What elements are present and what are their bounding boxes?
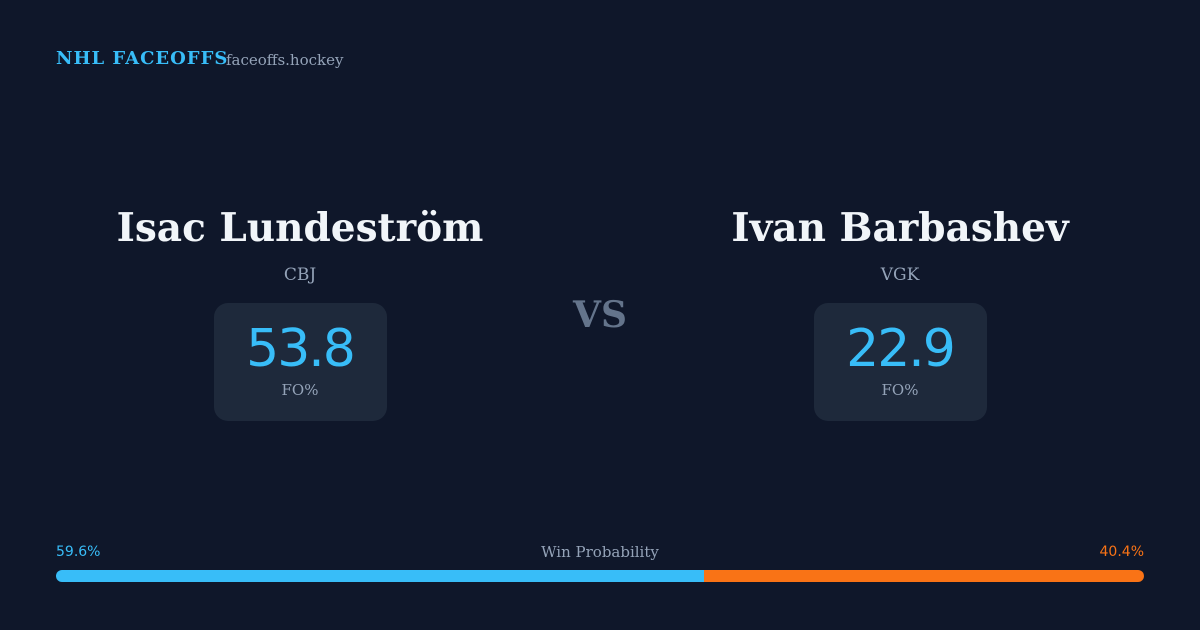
- player-name: Isac Lundeström: [116, 205, 484, 251]
- player-team: CBJ: [283, 265, 317, 285]
- fo-label: FO%: [281, 381, 319, 399]
- fo-pct: 22.9: [846, 319, 956, 379]
- win-left-label: 59.6%: [56, 544, 101, 560]
- player-left: Isac Lundeström CBJ 53.8 FO%: [0, 205, 600, 421]
- player-right: Ivan Barbashev VGK 22.9 FO%: [600, 205, 1200, 421]
- fo-pct: 53.8: [246, 319, 356, 379]
- stat-card: 22.9 FO%: [813, 303, 987, 421]
- win-bar-right: [704, 570, 1144, 582]
- site-name: faceoffs.hockey: [226, 51, 344, 69]
- win-bar: [56, 570, 1144, 582]
- player-team: VGK: [880, 265, 920, 285]
- brand-title: NHL FACEOFFS: [56, 48, 229, 69]
- vs-label: VS: [573, 294, 627, 336]
- fo-label: FO%: [881, 381, 919, 399]
- win-bar-left: [56, 570, 705, 582]
- player-name: Ivan Barbashev: [731, 205, 1069, 251]
- win-title: Win Probability: [541, 543, 659, 561]
- win-right-label: 40.4%: [1099, 544, 1144, 560]
- stat-card: 53.8 FO%: [213, 303, 387, 421]
